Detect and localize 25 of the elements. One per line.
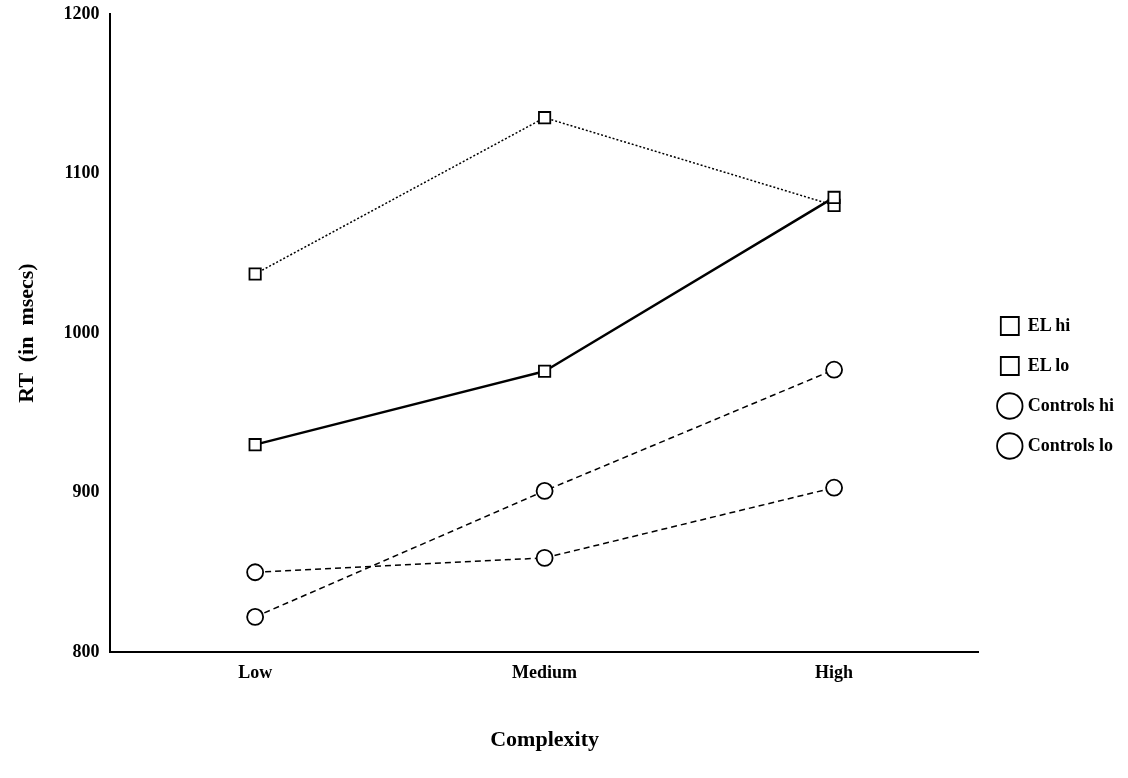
y-axis-title: RT (in msecs) (12, 263, 38, 403)
legend-label: EL lo (1027, 354, 1070, 375)
point (825, 360, 843, 379)
y-tick-label: 1000 (63, 321, 100, 342)
legend-label: EL hi (1027, 314, 1071, 335)
point (248, 438, 262, 452)
y-tick-label: 1200 (63, 2, 100, 23)
point (246, 563, 265, 582)
point (827, 190, 841, 204)
point (535, 482, 554, 500)
point (538, 364, 552, 378)
point (246, 608, 265, 626)
point (538, 111, 552, 125)
y-tick-label: 900 (72, 481, 100, 502)
legend-label: Controls hi (1027, 394, 1114, 415)
y-tick-label: 800 (72, 640, 100, 661)
x-tick-label: Medium (512, 662, 578, 683)
x-axis-title: Complexity (490, 726, 599, 752)
x-tick-label: High (815, 662, 854, 683)
x-tick-label: Low (238, 662, 273, 683)
point (535, 549, 554, 567)
legend-label: Controls lo (1027, 434, 1113, 455)
point (825, 478, 843, 497)
y-tick-label: 1100 (64, 162, 100, 183)
point (248, 267, 262, 281)
